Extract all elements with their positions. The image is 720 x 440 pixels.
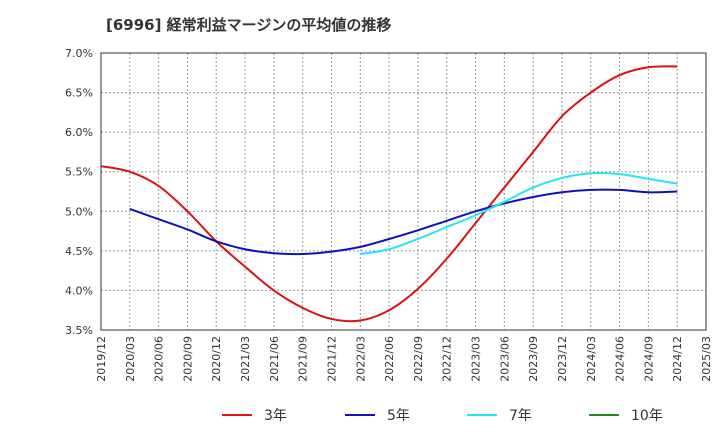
y-tick-label: 4.0% bbox=[65, 284, 93, 297]
x-tick-label: 2023/12 bbox=[556, 336, 569, 382]
y-tick-label: 4.5% bbox=[65, 245, 93, 258]
x-tick-label: 2020/06 bbox=[153, 336, 166, 382]
grid bbox=[101, 53, 706, 330]
chart-title: [6996] 経常利益マージンの平均値の推移 bbox=[106, 16, 391, 34]
x-tick-label: 2024/06 bbox=[614, 336, 627, 382]
x-tick-label: 2022/09 bbox=[412, 336, 425, 382]
legend-label: 3年 bbox=[264, 408, 287, 424]
x-tick-label: 2024/03 bbox=[585, 336, 598, 382]
y-tick-label: 5.5% bbox=[65, 166, 93, 179]
x-tick-label: 2021/06 bbox=[268, 336, 281, 382]
x-tick-label: 2023/06 bbox=[498, 336, 511, 382]
x-tick-label: 2022/03 bbox=[354, 336, 367, 382]
series-line-3年 bbox=[100, 65, 678, 323]
x-tick-label: 2022/12 bbox=[441, 336, 454, 382]
legend-label: 10年 bbox=[631, 408, 663, 424]
x-tick-label: 2021/09 bbox=[297, 336, 310, 382]
x-tick-label: 2022/06 bbox=[383, 336, 396, 382]
series-lines bbox=[100, 65, 678, 323]
x-tick-label: 2020/03 bbox=[124, 336, 137, 382]
x-tick-label: 2021/12 bbox=[325, 336, 338, 382]
x-tick-label: 2023/03 bbox=[470, 336, 483, 382]
x-axis-ticks: 2019/12 2020/03 2020/06 2020/09 2020/12 2021/… bbox=[95, 336, 713, 382]
series-line-5年 bbox=[129, 188, 678, 256]
y-tick-label: 6.5% bbox=[65, 87, 93, 100]
x-tick-label: 2024/12 bbox=[671, 336, 684, 382]
series-line-7年 bbox=[360, 172, 678, 256]
x-tick-label: 2021/03 bbox=[239, 336, 252, 382]
legend-label: 7年 bbox=[509, 408, 532, 424]
legend-label: 5年 bbox=[387, 408, 410, 424]
y-tick-label: 7.0% bbox=[65, 47, 93, 60]
x-tick-label: 2025/03 bbox=[700, 336, 713, 382]
x-tick-label: 2023/09 bbox=[527, 336, 540, 382]
y-axis-ticks: 3.5% 4.0% 4.5% 5.0% 5.5% 6.0% 6.5% 7.0% bbox=[65, 47, 93, 337]
x-tick-label: 2019/12 bbox=[95, 336, 108, 382]
legend: 3年 5年 7年 10年 bbox=[222, 408, 663, 424]
plot-frame bbox=[100, 52, 707, 331]
y-tick-label: 3.5% bbox=[65, 324, 93, 337]
x-tick-label: 2024/09 bbox=[642, 336, 655, 382]
y-tick-label: 5.0% bbox=[65, 205, 93, 218]
y-tick-label: 6.0% bbox=[65, 126, 93, 139]
x-tick-label: 2020/09 bbox=[181, 336, 194, 382]
x-tick-label: 2020/12 bbox=[210, 336, 223, 382]
